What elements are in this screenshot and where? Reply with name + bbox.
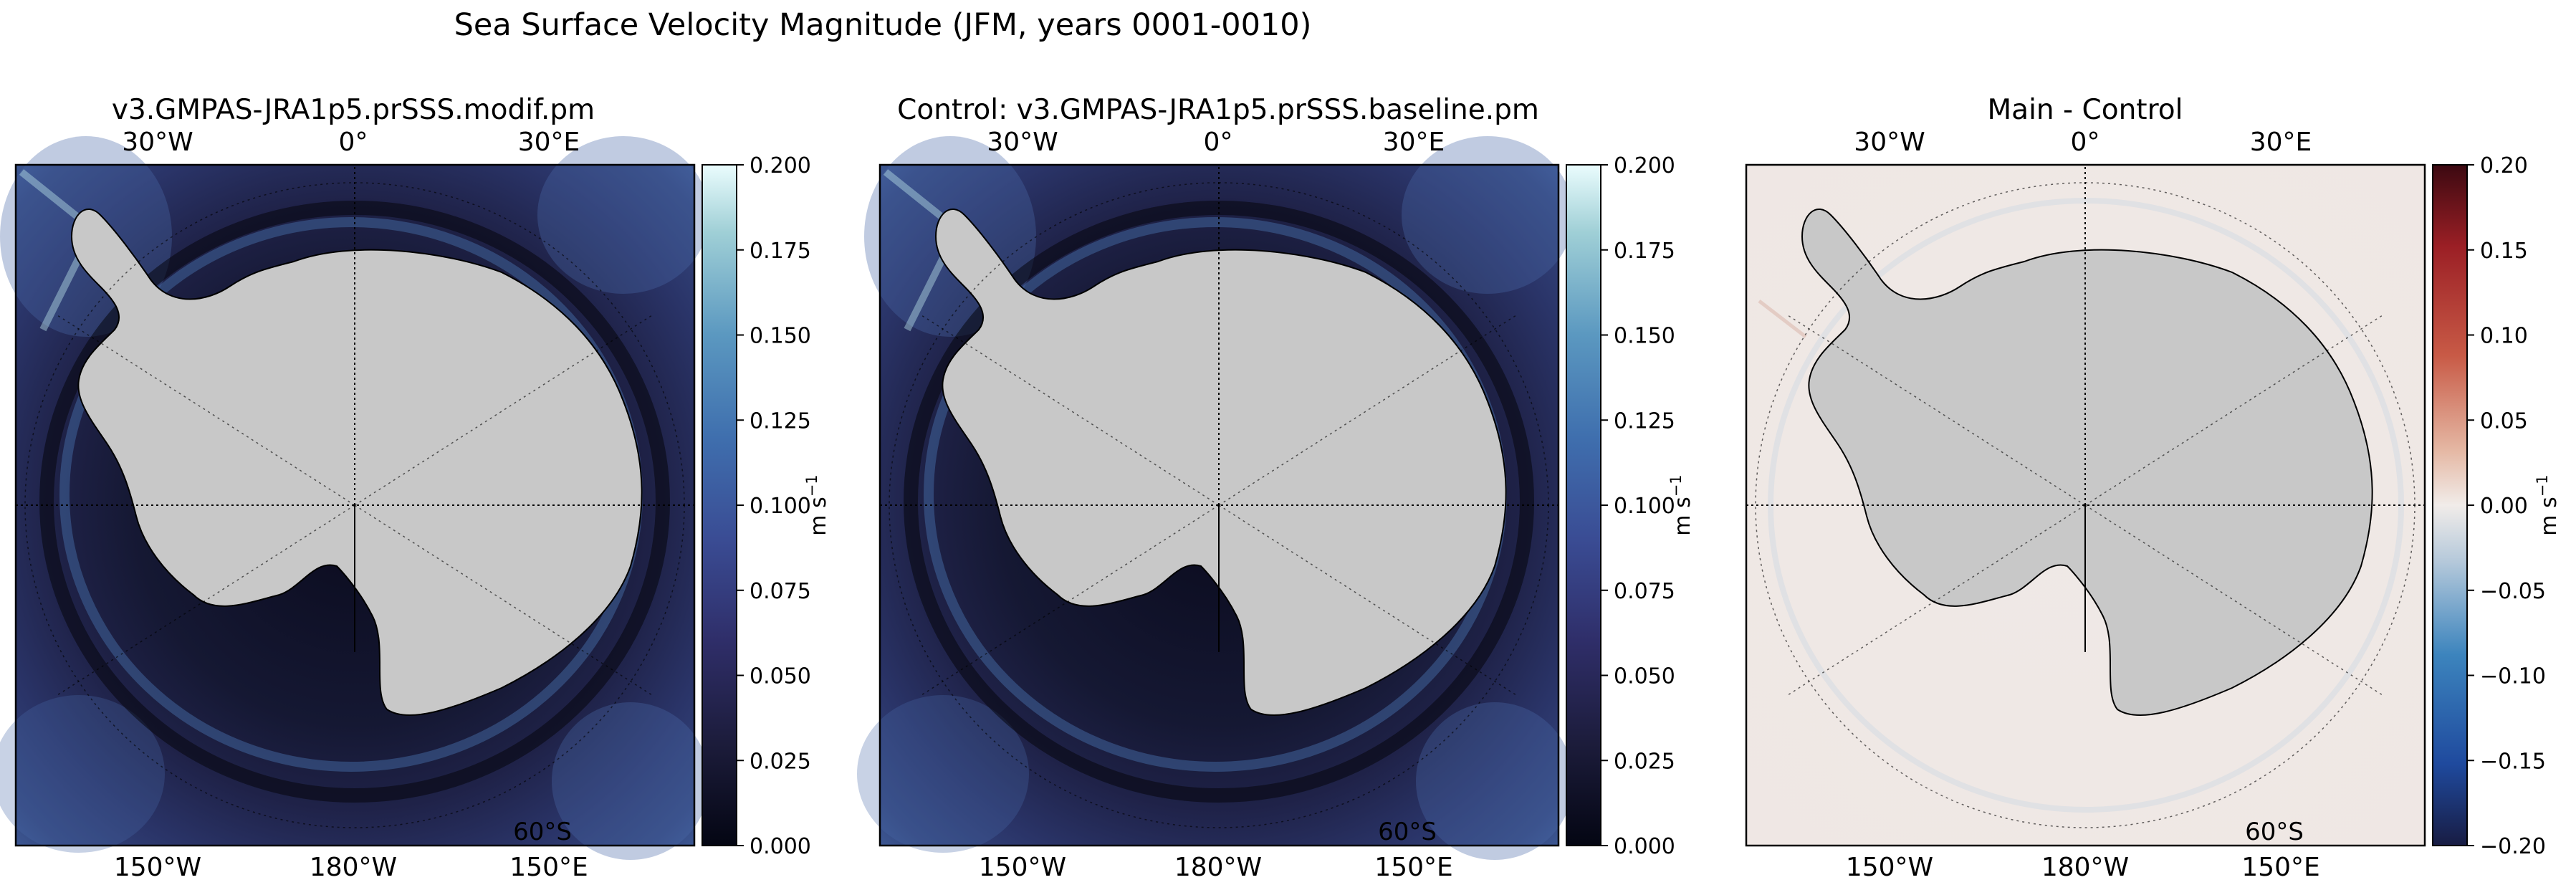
panel-title: v3.GMPAS-JRA1p5.prSSS.modif.pm xyxy=(112,94,595,126)
lon-label-top: 0° xyxy=(2071,128,2100,157)
colorbar-tick-label: 0.100 xyxy=(1614,494,1675,519)
lon-label-bottom: 180°W xyxy=(310,853,397,882)
colorbar-label: m s−1 xyxy=(803,474,831,535)
colorbar-tick-label: −0.20 xyxy=(2480,834,2546,859)
colorbar-tick-label: 0.175 xyxy=(750,239,811,264)
lon-label-top: 30°E xyxy=(518,128,580,157)
colorbar-tick-label: 0.025 xyxy=(1614,749,1675,774)
panel-difference: Main - Control 30°W 0° 30°E 150°W 180°W … xyxy=(1745,94,2562,882)
lon-label-bottom: 150°E xyxy=(1374,853,1452,882)
colorbar: 0.000 0.025 0.050 0.075 0.100 0.125 0.150 0.175… xyxy=(1566,153,1695,859)
colorbar-tick-label: 0.175 xyxy=(1614,239,1675,264)
colorbar-tick-label: 0.150 xyxy=(750,324,811,349)
colorbar-tick-label: 0.200 xyxy=(750,153,811,178)
lon-label-bottom: 150°E xyxy=(509,853,588,882)
colorbar-tick-label: −0.05 xyxy=(2480,579,2546,604)
colorbar-tick-label: 0.000 xyxy=(750,834,811,859)
colorbar-tick-label: 0.075 xyxy=(750,579,811,604)
colorbar-gradient xyxy=(2432,164,2468,846)
lon-label-bottom: 180°W xyxy=(1174,853,1262,882)
colorbar-tick-label: 0.200 xyxy=(1614,153,1675,178)
antarctica-landmass xyxy=(1801,208,2373,717)
antarctica-landmass xyxy=(934,208,1507,717)
colorbar-tick-label: 0.050 xyxy=(1614,664,1675,689)
lon-label-bottom: 180°W xyxy=(2041,853,2129,882)
panel-control: Control: v3.GMPAS-JRA1p5.prSSS.baseline.… xyxy=(857,94,1695,882)
lon-label-top: 0° xyxy=(1204,128,1233,157)
lon-label-top: 30°W xyxy=(122,128,193,157)
colorbar-tick-label: −0.10 xyxy=(2480,664,2546,689)
colorbar-tick-label: 0.100 xyxy=(750,494,811,519)
latitude-circle xyxy=(889,182,1549,828)
colorbar-tick-label: 0.025 xyxy=(750,749,811,774)
lat-label: 60°S xyxy=(2245,818,2304,846)
map-frame xyxy=(878,163,1560,847)
colorbar-tick-label: 0.000 xyxy=(1614,834,1675,859)
lon-label-bottom: 150°W xyxy=(1846,853,1933,882)
colorbar-tick-label: 0.050 xyxy=(750,664,811,689)
colorbar-label: m s−1 xyxy=(1667,474,1695,535)
lon-label-bottom: 150°W xyxy=(114,853,201,882)
colorbar-tick-label: −0.15 xyxy=(2480,749,2546,774)
colorbar-tick-label: 0.15 xyxy=(2480,239,2528,264)
colorbar: 0.000 0.025 0.050 0.075 0.100 0.125 0.150 0.175… xyxy=(702,153,831,859)
suptitle: Sea Surface Velocity Magnitude (JFM, yea… xyxy=(454,7,1312,43)
map-area xyxy=(1745,163,2426,847)
map-frame xyxy=(14,163,696,847)
latitude-circle xyxy=(24,182,685,828)
panel-title: Main - Control xyxy=(1988,94,2183,126)
lon-label-top: 0° xyxy=(339,128,368,157)
colorbar-tick-label: 0.125 xyxy=(750,408,811,434)
map-area xyxy=(0,136,709,860)
colorbar-tick-label: 0.10 xyxy=(2480,324,2528,349)
lon-label-top: 30°W xyxy=(1854,128,1925,157)
colorbar-tick-label: 0.125 xyxy=(1614,408,1675,434)
colorbar: −0.20 −0.15 −0.10 −0.05 0.00 0.05 0.10 0.15 0.20… xyxy=(2432,153,2562,859)
lon-label-top: 30°E xyxy=(2250,128,2312,157)
lat-label: 60°S xyxy=(1378,818,1437,846)
lon-label-bottom: 150°W xyxy=(979,853,1066,882)
colorbar-tick-label: 0.05 xyxy=(2480,408,2528,434)
lon-label-bottom: 150°E xyxy=(2241,853,2319,882)
colorbar-tick-label: 0.075 xyxy=(1614,579,1675,604)
panel-title: Control: v3.GMPAS-JRA1p5.prSSS.baseline.… xyxy=(897,94,1539,126)
colorbar-tick-label: 0.00 xyxy=(2480,494,2528,519)
panel-main: v3.GMPAS-JRA1p5.prSSS.modif.pm 30°W 0° 3… xyxy=(0,94,831,882)
latitude-circle xyxy=(1755,182,2415,828)
colorbar-tick-label: 0.150 xyxy=(1614,324,1675,349)
lon-label-top: 30°E xyxy=(1383,128,1445,157)
map-frame xyxy=(1745,163,2426,847)
colorbar-tick-label: 0.20 xyxy=(2480,153,2528,178)
map-area xyxy=(857,136,1574,860)
lon-label-top: 30°W xyxy=(987,128,1058,157)
antarctica-landmass xyxy=(70,208,643,717)
lat-label: 60°S xyxy=(513,818,572,846)
colorbar-label: m s−1 xyxy=(2534,474,2562,535)
colorbar-gradient xyxy=(702,164,737,846)
colorbar-gradient xyxy=(1566,164,1601,846)
